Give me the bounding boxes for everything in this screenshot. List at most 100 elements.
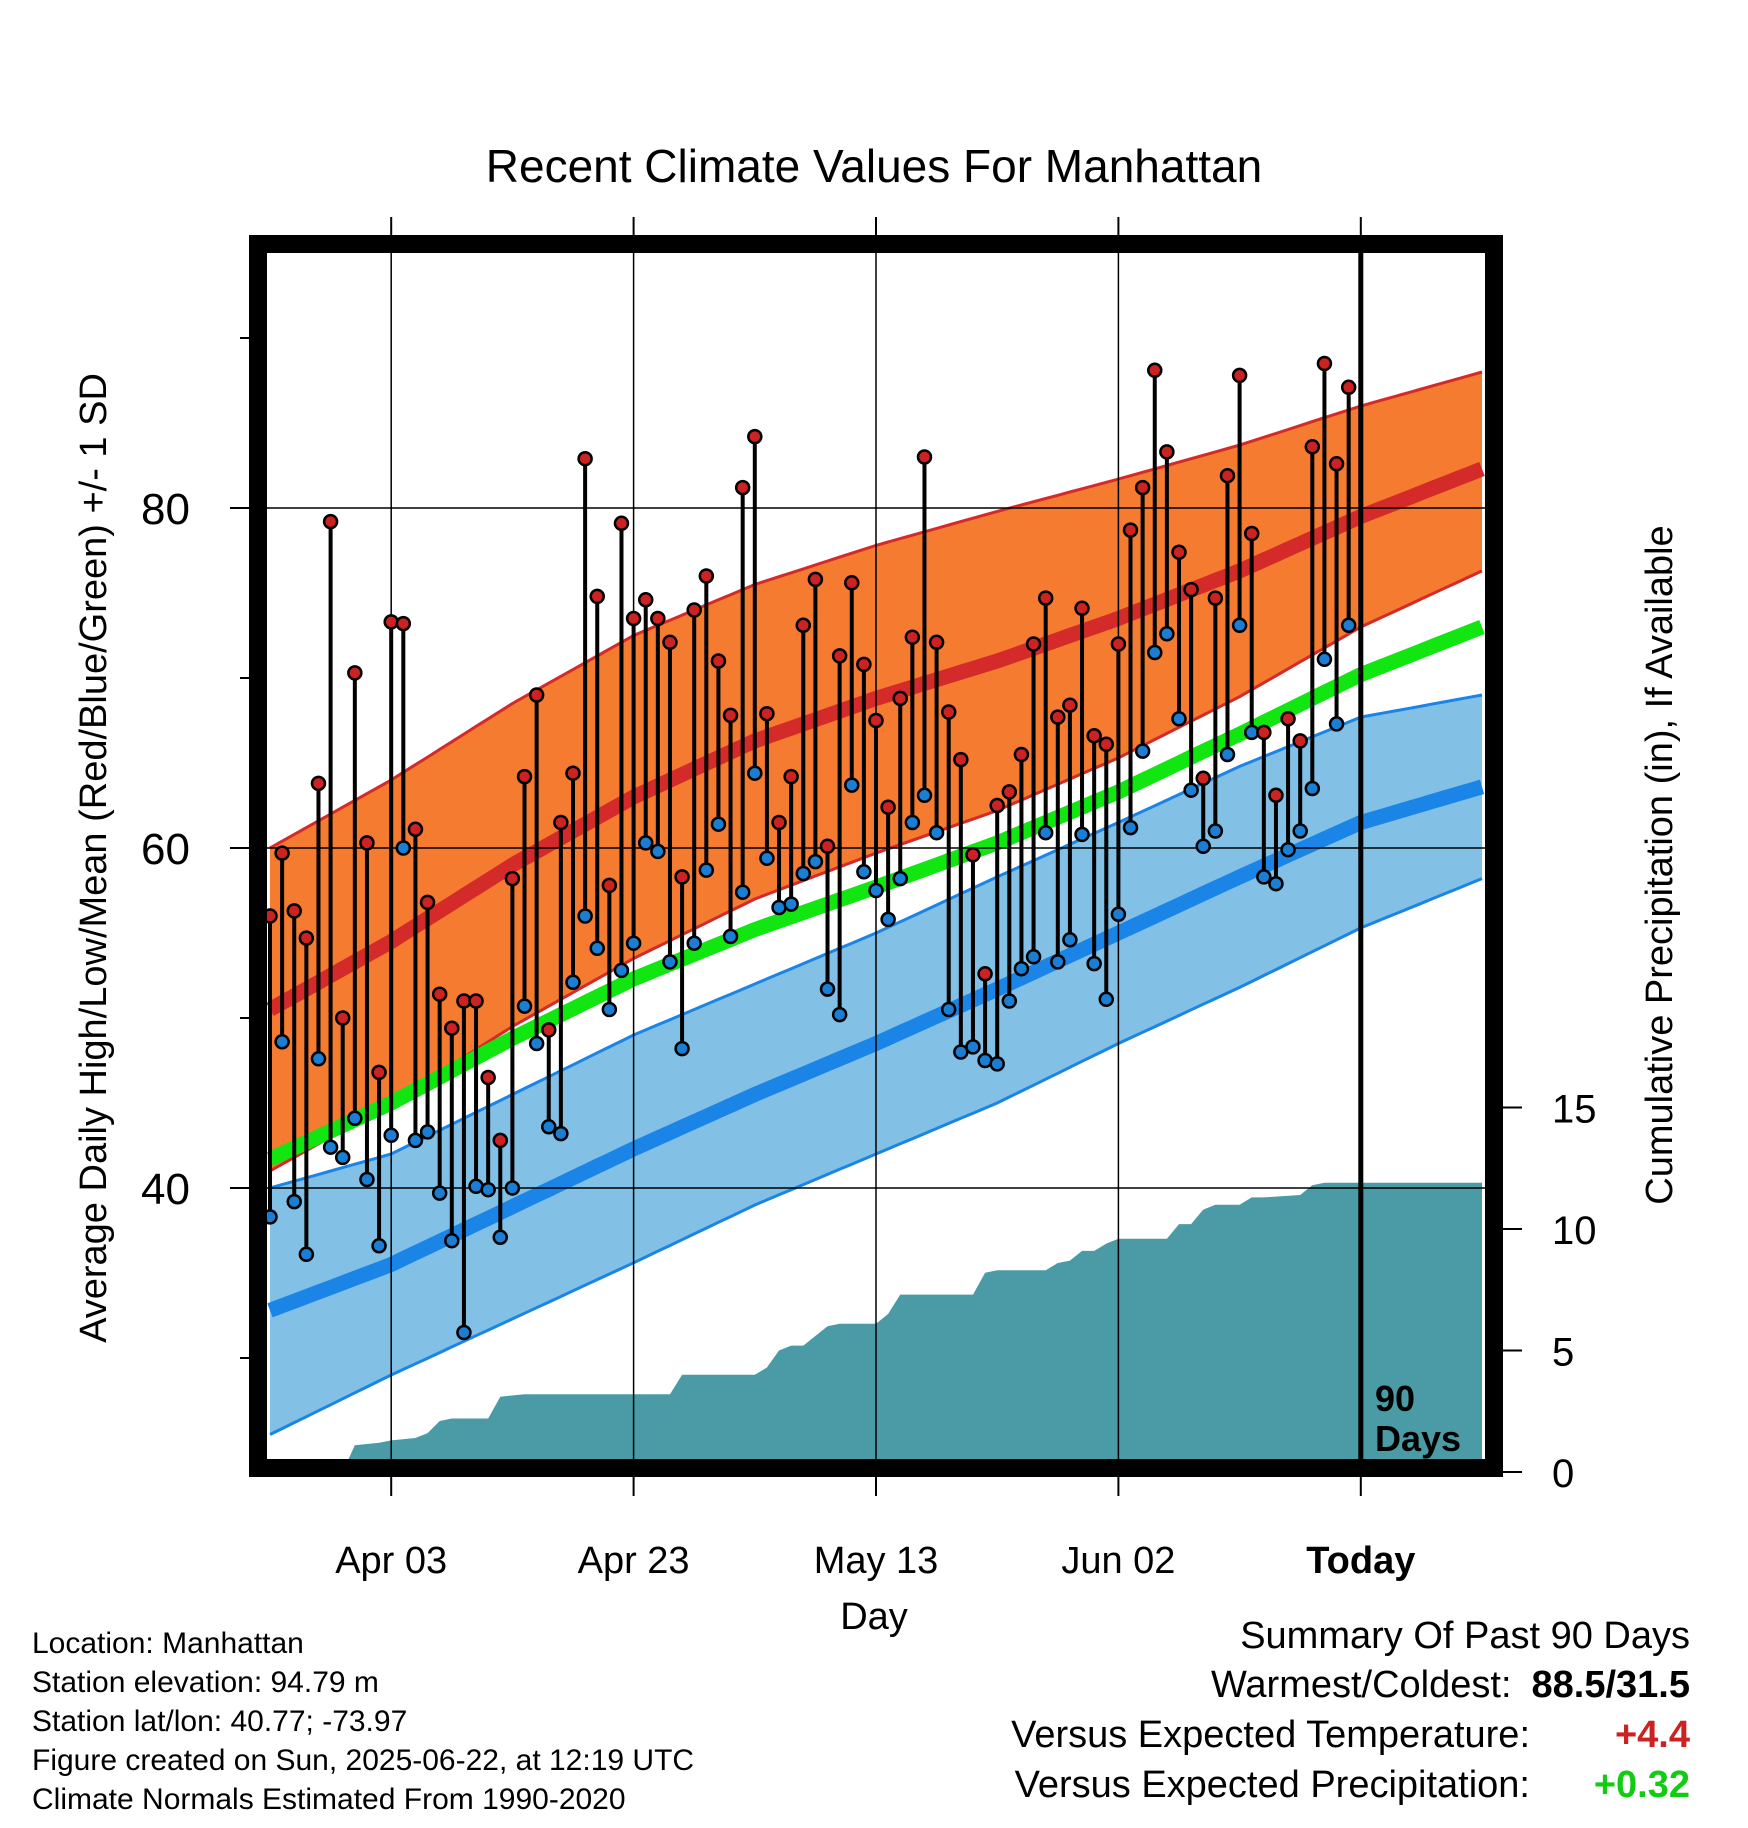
high-point [722,707,739,724]
low-point [383,1127,399,1144]
low-point [310,1051,327,1067]
low-point [298,1246,315,1263]
y-tick-label-right: 5 [1552,1331,1574,1375]
high-point [322,513,339,530]
high-point [698,568,715,584]
low-point [831,1006,848,1023]
low-point [1001,993,1018,1009]
low-point [637,835,654,851]
high-point [783,768,799,785]
high-point [1159,444,1175,460]
high-point [1025,636,1042,652]
low-point [359,1171,375,1188]
high-point [1171,544,1187,560]
y-tick-label-left: 40 [141,1165,190,1214]
low-point [1183,782,1199,798]
high-point [940,704,957,720]
y-axis-right-label: Cumulative Precipitation (in), If Availa… [1639,525,1681,1204]
precip-label: Versus Expected Precipitation: [1014,1764,1530,1806]
low-point [577,908,593,924]
summary-title: Summary Of Past 90 Days [1240,1615,1690,1657]
high-point [650,610,666,627]
low-point [322,1139,339,1155]
low-point [989,1056,1005,1072]
low-point [916,787,933,804]
low-point [1037,824,1054,841]
high-point [1195,770,1211,787]
high-point [334,1010,351,1026]
chart-title: Recent Climate Values For Manhattan [486,140,1262,192]
low-point [541,1119,557,1135]
high-point [274,845,290,861]
low-point [1328,716,1345,732]
high-point [267,908,278,924]
high-point [1086,728,1102,744]
high-point [844,575,860,591]
low-point [1316,651,1333,668]
low-point [407,1132,424,1149]
high-point [1134,479,1151,496]
low-point [1110,906,1127,923]
low-point [601,1001,618,1018]
y-tick-label-right: 0 [1552,1452,1574,1496]
high-point [298,930,315,946]
high-point [1013,746,1030,763]
low-point [1280,841,1296,858]
low-point [686,935,702,951]
high-point [1001,784,1018,800]
precip-area [348,1182,1482,1459]
low-point [856,864,872,880]
low-point [1013,960,1030,977]
y-tick-label-right: 10 [1552,1209,1597,1253]
low-point [1340,617,1357,634]
y-axis-left-label: Average Daily High/Low/Mean (Red/Blue/Gr… [73,373,115,1343]
high-point [1037,590,1054,606]
low-point [783,896,799,912]
high-point [795,617,812,634]
low-point [334,1149,351,1166]
high-point [916,449,933,465]
today-days-count: 90 [1375,1378,1415,1419]
low-point [892,870,908,887]
low-point [1256,869,1272,885]
high-point [1098,736,1115,753]
high-point [856,656,872,673]
summary-warmest-row: Warmest/Coldest: 88.5/31.5 [1011,1660,1690,1710]
low-point [1025,949,1042,965]
high-point [1122,522,1139,538]
low-point [698,862,715,878]
high-point [601,877,618,894]
low-point [371,1238,387,1254]
x-axis-label: Day [840,1596,908,1638]
high-point [359,835,375,851]
high-point [771,814,787,831]
created-text: Figure created on Sun, 2025-06-22, at 12… [32,1744,695,1777]
high-point [444,1020,460,1036]
low-point [1171,711,1187,727]
high-point [480,1069,496,1086]
elevation-text: Station elevation: 94.79 m [32,1666,379,1699]
high-point [904,629,921,645]
low-point [589,940,605,957]
high-point [819,838,836,855]
low-point [480,1181,496,1198]
high-point [395,615,412,632]
high-point [1280,711,1296,727]
low-point [1062,932,1078,948]
high-point [613,515,630,532]
high-point [734,479,751,496]
high-point [880,799,896,815]
high-point [747,428,763,445]
high-point [565,765,581,781]
high-point [516,768,533,785]
low-point [613,962,630,979]
high-point [468,993,484,1009]
low-point [1147,644,1163,661]
high-point [928,634,945,651]
summary-panel: Summary Of Past 90 Days Warmest/Coldest:… [1011,1612,1690,1810]
low-point [492,1229,509,1246]
high-point [674,869,690,885]
low-point [1098,991,1115,1008]
high-point [831,648,848,664]
